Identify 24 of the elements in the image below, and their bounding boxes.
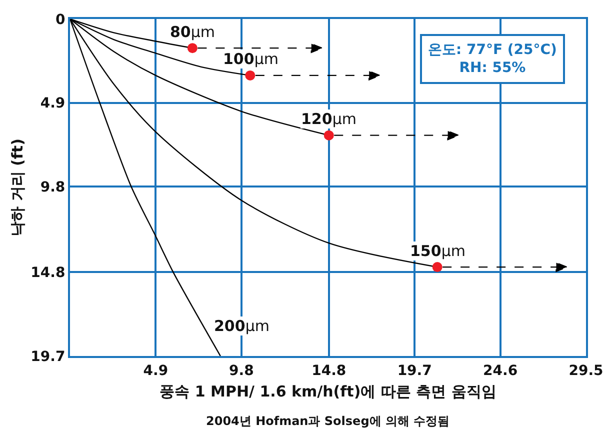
annotation: 120μm: [301, 110, 356, 128]
point: [432, 262, 442, 272]
point: [187, 43, 198, 54]
annotation: 150μm: [410, 242, 466, 260]
x-tick-label: 9.8: [229, 362, 254, 379]
text: 2004년 Hofman과 Solseg에 의해 수정됨: [206, 414, 450, 428]
annotation: 200μm: [214, 317, 270, 335]
x-tick-label: 29.5: [568, 362, 604, 379]
annotation: 온도: 77°F (25°C) RH: 55%: [428, 42, 557, 76]
x-tick-label: 19.7: [397, 362, 432, 379]
y-tick-label: 14.8: [30, 265, 66, 282]
annotation: 80μm: [170, 23, 216, 41]
y-axis-title: 낙하 거리 (ft): [8, 138, 26, 236]
x-tick-label: 14.8: [312, 362, 346, 379]
x-axis-title: 풍속 1 MPH/ 1.6 km/h(ft)에 따른 측면 움직임: [160, 382, 496, 400]
point: [245, 70, 256, 80]
y-tick-label: 0: [55, 12, 66, 28]
y-tick-label: 9.8: [40, 180, 66, 196]
y-tick-label: 4.9: [40, 96, 66, 112]
annotation: 100μm: [223, 50, 278, 68]
x-tick-label: 24.6: [483, 362, 518, 379]
y-tick-label: 19.7: [30, 348, 66, 365]
point: [324, 130, 334, 140]
x-tick-label: 4.9: [143, 362, 168, 379]
